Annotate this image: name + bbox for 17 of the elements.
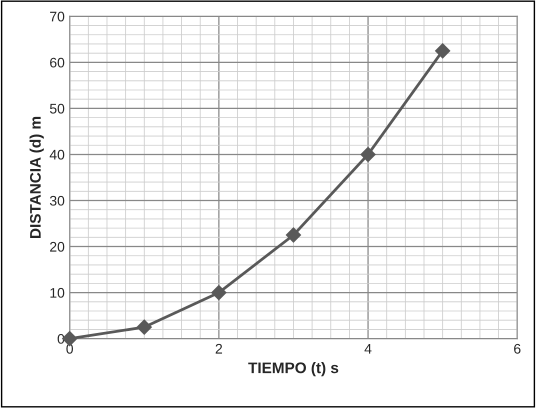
x-tick-label: 4 bbox=[364, 344, 372, 354]
y-tick-label: 60 bbox=[50, 58, 64, 68]
y-tick-label: 40 bbox=[50, 150, 64, 160]
point bbox=[211, 285, 226, 300]
y-tick-label: 50 bbox=[50, 104, 64, 114]
y-tick-label: 10 bbox=[50, 288, 64, 298]
point bbox=[286, 227, 302, 243]
y-tick-label: 30 bbox=[50, 196, 64, 206]
y-tick-label: 20 bbox=[50, 242, 64, 252]
point bbox=[435, 43, 450, 58]
y-axis-title: DISTANCIA (d) m bbox=[30, 116, 44, 238]
y-tick-label: 70 bbox=[50, 12, 64, 22]
point bbox=[136, 320, 152, 335]
x-tick-label: 2 bbox=[216, 344, 222, 354]
x-axis-title: TIEMPO (t) s bbox=[248, 362, 338, 376]
x-tick-label: 6 bbox=[514, 344, 520, 354]
point bbox=[360, 146, 376, 162]
